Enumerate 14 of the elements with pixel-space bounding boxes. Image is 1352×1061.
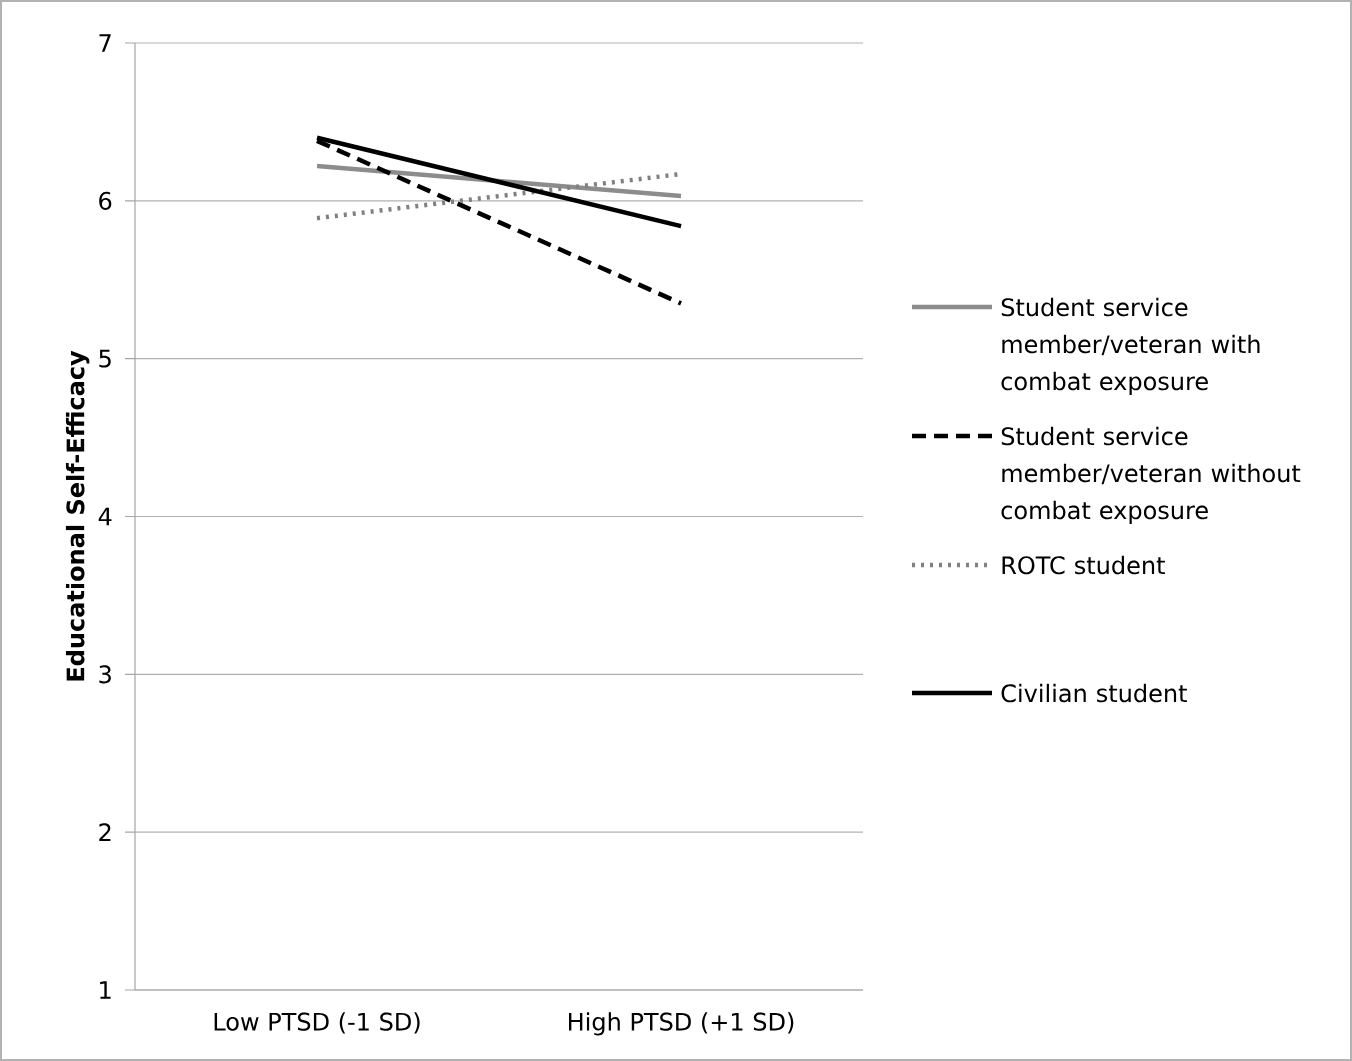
y-tick-label: 6 — [99, 191, 112, 210]
y-tick-label: 5 — [99, 349, 111, 368]
y-tick-label: 2 — [99, 823, 111, 842]
y-tick-label: 4 — [98, 507, 112, 526]
legend-label: Civilian student — [1001, 683, 1187, 703]
legend-label: Student service member/veteran with combat exposure — [1001, 297, 1260, 395]
y-tick-label: 3 — [99, 665, 111, 684]
y-tick-label: 1 — [100, 981, 111, 999]
x-tick-label: High PTSD (+1 SD) — [569, 1012, 794, 1036]
y-axis-title: Educational Self-Efficacy — [65, 350, 90, 681]
legend-label: Student service member/veteran without combat exposure — [1001, 426, 1301, 524]
legend-label: ROTC student — [1002, 555, 1165, 575]
x-tick-label: Low PTSD (-1 SD) — [214, 1012, 420, 1034]
y-tick-label: 7 — [99, 34, 111, 52]
